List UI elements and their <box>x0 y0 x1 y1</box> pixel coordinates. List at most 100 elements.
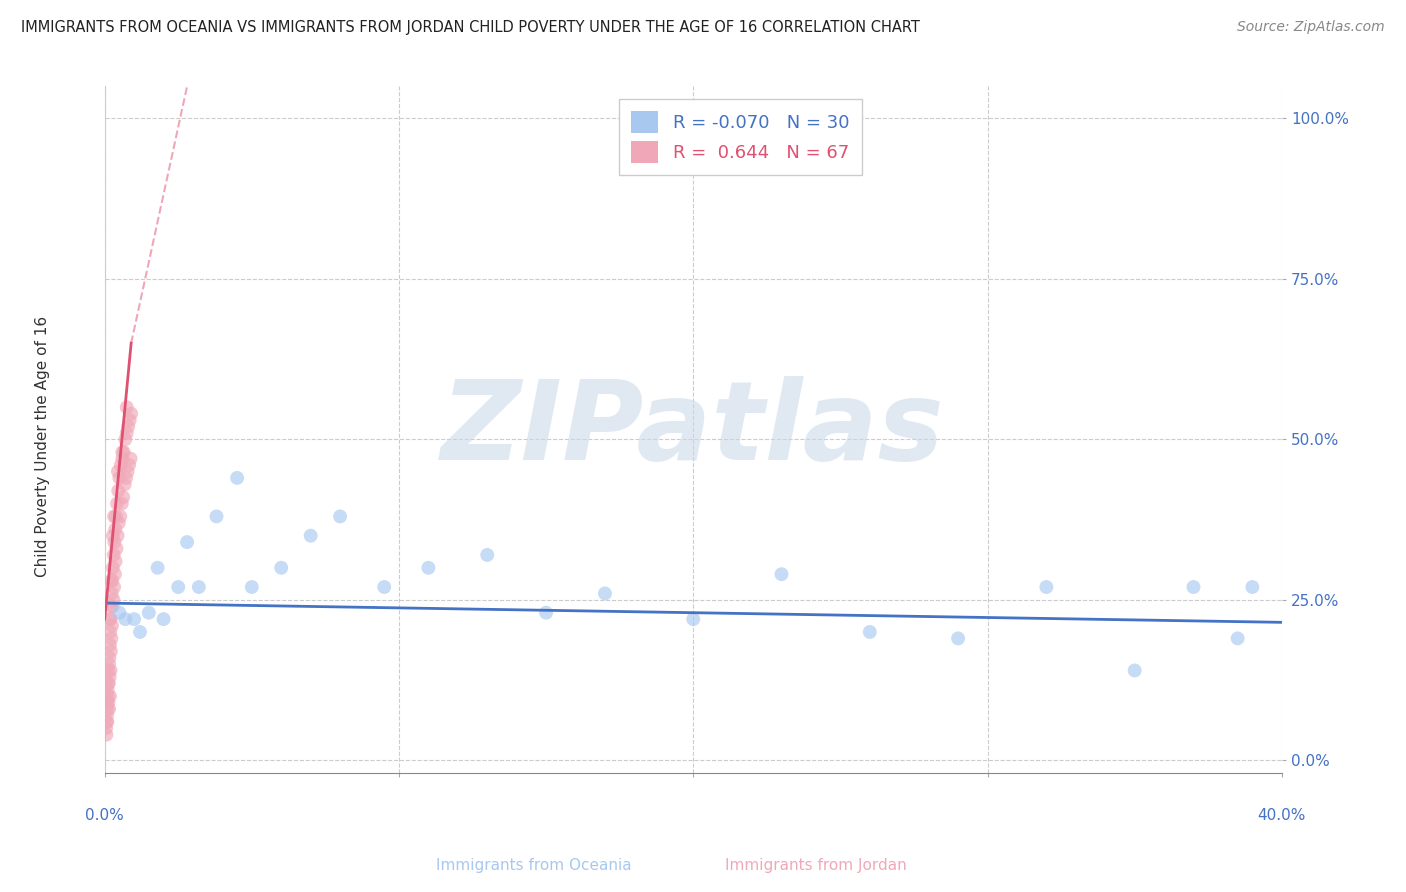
Point <box>101 599 124 614</box>
Point <box>104 509 127 524</box>
Point <box>111 497 134 511</box>
Point <box>240 580 263 594</box>
Point <box>94 721 117 735</box>
Point <box>120 407 142 421</box>
Point <box>98 670 121 684</box>
Point <box>107 465 129 479</box>
Point <box>299 529 322 543</box>
Point <box>115 401 138 415</box>
Point <box>96 714 118 729</box>
Point <box>98 612 121 626</box>
Point <box>103 592 125 607</box>
Point <box>114 477 136 491</box>
Point <box>1226 632 1249 646</box>
Point <box>117 419 139 434</box>
Point <box>373 580 395 594</box>
Point <box>129 624 152 639</box>
Point <box>97 676 120 690</box>
Point <box>98 702 121 716</box>
Point <box>101 529 124 543</box>
Point <box>100 599 122 614</box>
Text: 40.0%: 40.0% <box>1257 808 1306 823</box>
Point <box>114 433 136 447</box>
Point <box>97 682 120 697</box>
Legend: R = -0.070   N = 30, R =  0.644   N = 67: R = -0.070 N = 30, R = 0.644 N = 67 <box>619 99 862 176</box>
Text: IMMIGRANTS FROM OCEANIA VS IMMIGRANTS FROM JORDAN CHILD POVERTY UNDER THE AGE OF: IMMIGRANTS FROM OCEANIA VS IMMIGRANTS FR… <box>21 20 920 35</box>
Point <box>1035 580 1057 594</box>
Point <box>101 618 124 632</box>
Point <box>114 612 136 626</box>
Point <box>105 541 128 556</box>
Point <box>97 696 120 710</box>
Point <box>98 689 121 703</box>
Point <box>534 606 557 620</box>
Point <box>97 676 120 690</box>
Point <box>859 624 882 639</box>
Point <box>329 509 352 524</box>
Point <box>100 574 122 588</box>
Point <box>104 522 127 536</box>
Point <box>98 638 121 652</box>
Point <box>107 483 129 498</box>
Point <box>100 612 122 626</box>
Point <box>96 696 118 710</box>
Point <box>118 458 141 472</box>
Point <box>97 664 120 678</box>
Point <box>100 586 122 600</box>
Point <box>96 728 118 742</box>
Point <box>101 574 124 588</box>
Point <box>226 471 249 485</box>
Point <box>138 606 160 620</box>
Point <box>152 612 174 626</box>
Point <box>112 490 135 504</box>
Point <box>122 612 145 626</box>
Point <box>205 509 228 524</box>
Point <box>118 413 141 427</box>
Point <box>105 497 128 511</box>
Point <box>101 561 124 575</box>
Point <box>98 657 121 671</box>
Point <box>107 529 129 543</box>
Text: Child Poverty Under the Age of 16: Child Poverty Under the Age of 16 <box>35 316 49 576</box>
Point <box>770 567 793 582</box>
Point <box>104 567 127 582</box>
Point <box>100 644 122 658</box>
Point <box>103 580 125 594</box>
Point <box>946 632 969 646</box>
Point <box>682 612 704 626</box>
Point <box>115 471 138 485</box>
Point <box>593 586 616 600</box>
Point <box>1241 580 1264 594</box>
Point <box>100 664 122 678</box>
Point <box>112 445 135 459</box>
Text: 0.0%: 0.0% <box>86 808 124 823</box>
Point <box>110 458 132 472</box>
Point <box>103 535 125 549</box>
Point <box>418 561 440 575</box>
Point <box>100 632 122 646</box>
Point <box>97 689 120 703</box>
Point <box>167 580 190 594</box>
Point <box>98 624 121 639</box>
Point <box>115 425 138 440</box>
Point <box>176 535 198 549</box>
Point <box>104 554 127 568</box>
Point <box>120 451 142 466</box>
Point <box>110 509 132 524</box>
Point <box>187 580 209 594</box>
Point <box>477 548 499 562</box>
Point <box>96 708 118 723</box>
Point <box>111 451 134 466</box>
Text: ZIPatlas: ZIPatlas <box>441 376 945 483</box>
Point <box>1123 664 1146 678</box>
Point <box>108 606 131 620</box>
Text: Immigrants from Oceania: Immigrants from Oceania <box>436 858 633 872</box>
Point <box>103 509 125 524</box>
Text: Immigrants from Jordan: Immigrants from Jordan <box>724 858 907 872</box>
Point <box>107 516 129 530</box>
Point <box>117 465 139 479</box>
Point <box>270 561 292 575</box>
Point <box>96 714 118 729</box>
Point <box>98 650 121 665</box>
Text: Source: ZipAtlas.com: Source: ZipAtlas.com <box>1237 20 1385 34</box>
